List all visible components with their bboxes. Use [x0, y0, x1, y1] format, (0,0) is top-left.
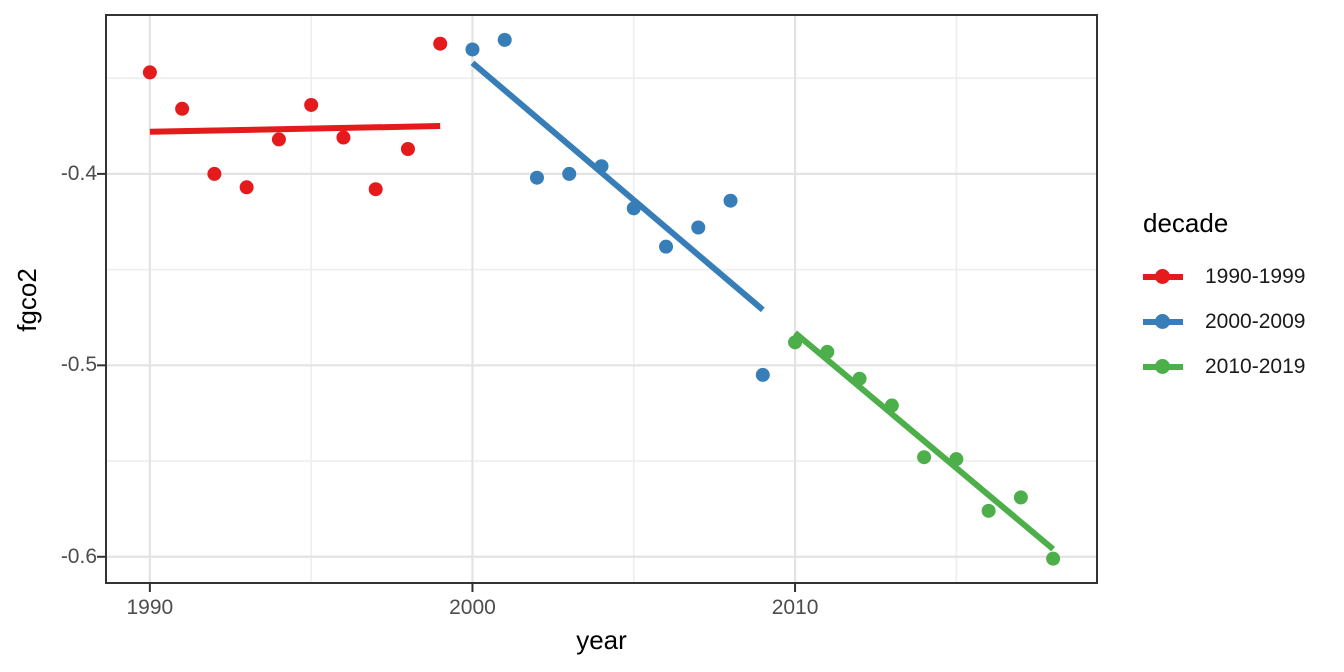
data-point	[142, 65, 157, 80]
legend-key-point	[1155, 268, 1170, 284]
data-point	[465, 42, 480, 57]
data-point	[497, 32, 512, 47]
legend-item: 2010-2019	[1143, 344, 1305, 389]
legend-item-label: 2010-2019	[1205, 354, 1306, 378]
data-point	[529, 170, 544, 185]
legend-key-point	[1155, 358, 1170, 374]
data-point	[175, 101, 190, 116]
legend-items: 1990-1999 2000-2009 2010-2019	[1143, 254, 1305, 389]
legend-key	[1143, 358, 1183, 375]
legend-title: decade	[1143, 208, 1229, 238]
data-point	[917, 450, 932, 465]
legend-key	[1143, 268, 1183, 285]
data-point	[368, 182, 383, 197]
trend-line	[149, 123, 441, 135]
data-point	[304, 97, 319, 112]
x-tick-label: 2000	[449, 596, 496, 619]
data-point	[981, 503, 996, 518]
legend-key-point	[1155, 313, 1170, 329]
trend-line	[793, 330, 1056, 552]
trend-line	[470, 60, 765, 313]
data-point	[659, 239, 674, 254]
data-point	[239, 180, 254, 195]
data-point	[1046, 551, 1061, 566]
legend: decade 1990-1999 2000-2009 2010-2019	[1143, 208, 1305, 389]
y-axis-title: fgco2	[12, 268, 42, 332]
legend-item-label: 1990-1999	[1205, 264, 1306, 288]
legend-item-label: 2000-2009	[1205, 309, 1306, 333]
data-point	[336, 130, 351, 145]
data-point	[207, 166, 222, 181]
panel-background	[106, 15, 1097, 583]
legend-key	[1143, 313, 1183, 330]
x-tick-label: 1990	[126, 596, 174, 619]
x-axis-title: year	[576, 625, 627, 655]
data-point	[755, 367, 770, 382]
y-tick-label: -0.6	[60, 544, 97, 568]
data-point	[271, 132, 286, 147]
panel-border	[105, 14, 1098, 584]
y-tick-label: -0.5	[60, 353, 97, 377]
data-point	[723, 193, 738, 208]
legend-item: 2000-2009	[1143, 299, 1305, 344]
data-point	[433, 36, 448, 51]
data-point	[562, 166, 577, 181]
data-point	[1013, 490, 1028, 505]
data-point	[400, 142, 415, 157]
x-tick-label: 2010	[771, 596, 819, 619]
legend-item: 1990-1999	[1143, 254, 1305, 299]
data-point	[691, 220, 706, 235]
y-tick-label: -0.4	[60, 161, 97, 185]
